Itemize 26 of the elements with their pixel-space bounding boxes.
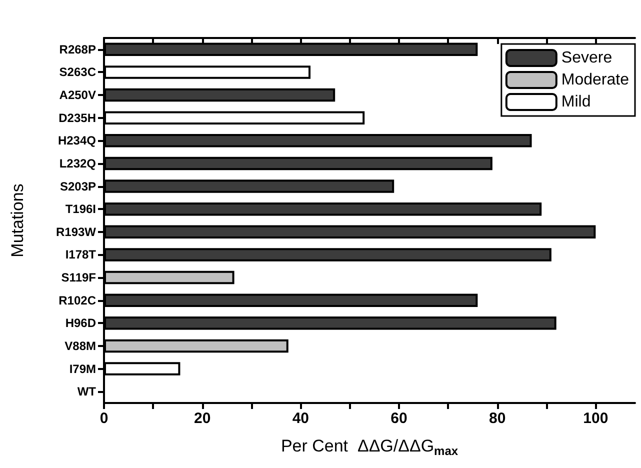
x-tick-label: 60 (390, 410, 408, 427)
x-tick-label: 80 (488, 410, 506, 427)
y-tick-label: D235H (58, 110, 96, 125)
y-tick-label: T196I (65, 202, 96, 216)
y-tick-label: R193W (56, 224, 97, 239)
y-tick-label: H96D (65, 316, 96, 330)
legend-label: Mild (561, 94, 591, 110)
x-tick-label: 20 (194, 410, 211, 427)
y-tick-label: L232Q (59, 156, 96, 170)
y-tick-label: S119F (61, 270, 96, 285)
y-tick-label: S203P (60, 179, 96, 194)
y-tick-label: H234Q (58, 134, 96, 148)
legend-label: Moderate (561, 72, 630, 88)
legend-label: Severe (561, 50, 612, 66)
x-tick-label: 0 (100, 410, 108, 427)
y-tick-label: S263C (59, 65, 96, 80)
y-axis-title: Mutations (8, 184, 27, 258)
x-tick-label: 100 (583, 410, 608, 427)
y-tick-label: WT (77, 384, 97, 399)
x-tick-label: 40 (292, 410, 310, 427)
y-tick-label: I178T (65, 248, 97, 262)
y-tick-label: R102C (58, 293, 96, 308)
y-tick-label: V88M (64, 338, 96, 353)
y-tick-label: R268P (59, 42, 96, 56)
y-tick-label: I79M (69, 362, 96, 376)
y-tick-label: A250V (59, 88, 96, 102)
